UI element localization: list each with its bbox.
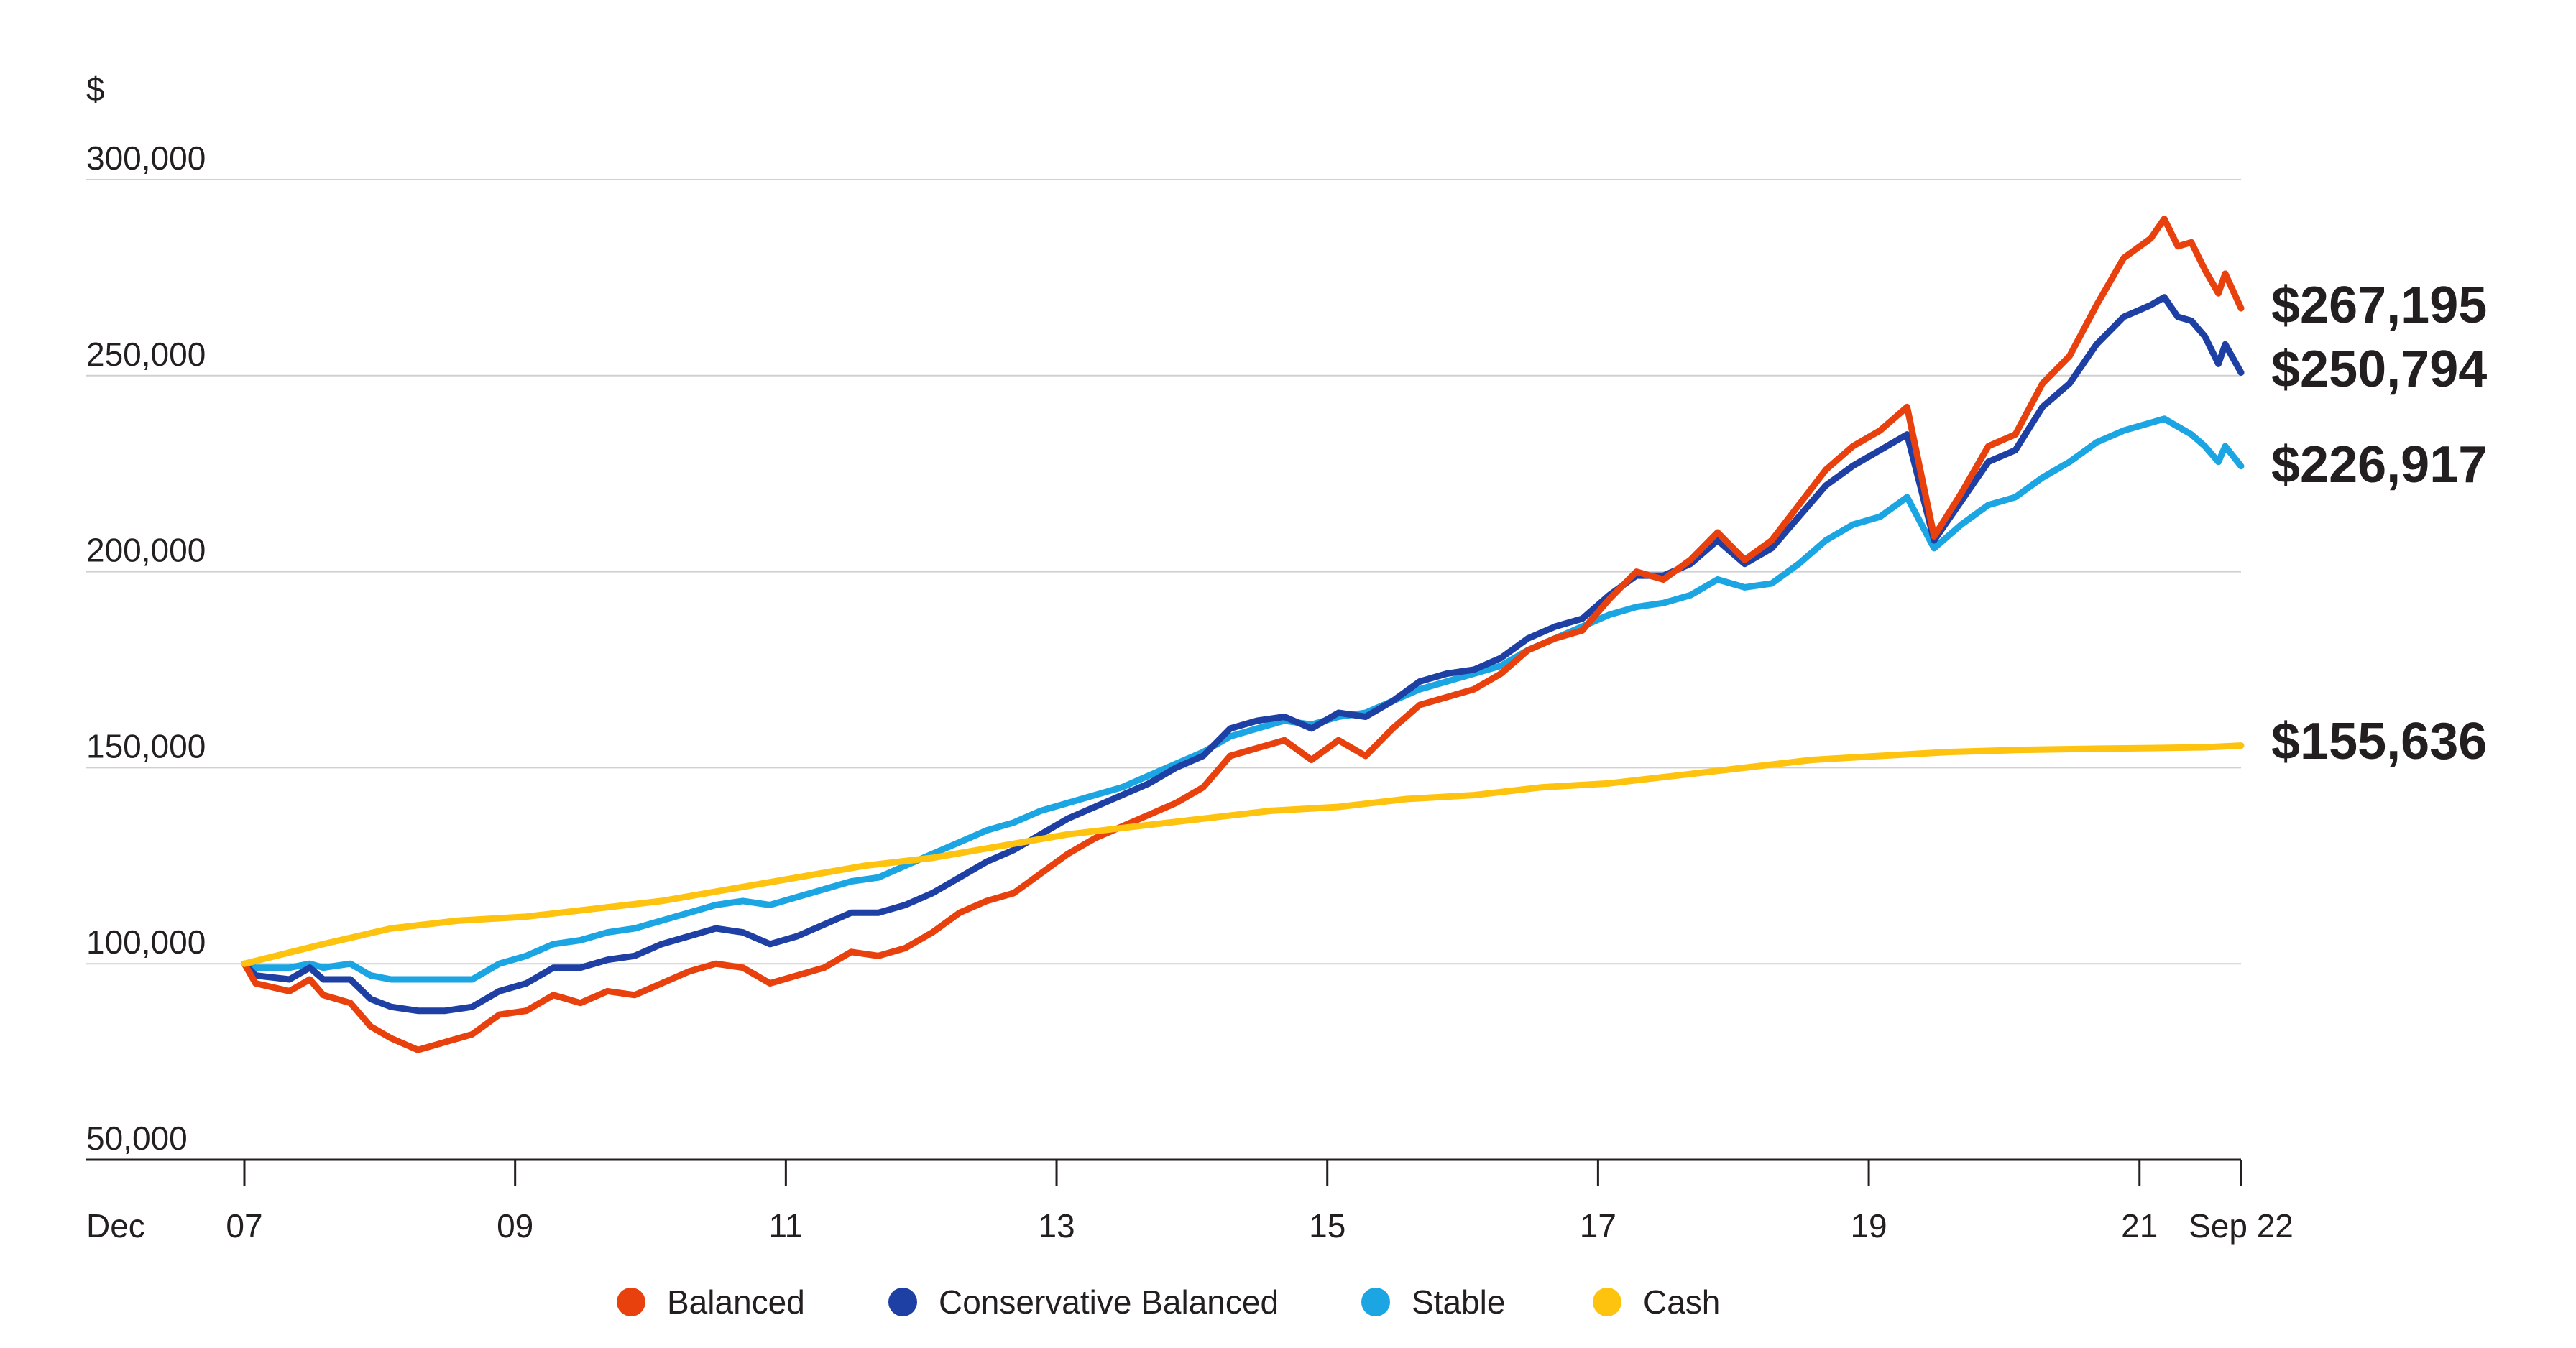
x-tick-label: 09 [497, 1207, 533, 1245]
legend-label: Balanced [667, 1283, 805, 1321]
x-tick-label: 19 [1850, 1207, 1887, 1245]
y-tick-label: 200,000 [86, 532, 206, 569]
x-tick-label: 07 [226, 1207, 262, 1245]
x-tick-label: 15 [1309, 1207, 1346, 1245]
y-axis-unit-label: $ [86, 70, 105, 108]
x-tick-label: 17 [1580, 1207, 1616, 1245]
legend-label: Conservative Balanced [939, 1283, 1279, 1321]
x-axis-ticks: 07 09 11 13 15 17 19 21 Sep 22 [226, 1160, 2294, 1245]
y-axis-tick-labels: 300,000 250,000 200,000 150,000 100,000 50,00… [86, 139, 206, 1157]
legend-swatch [1361, 1288, 1390, 1316]
end-label-stable: $226,917 [2271, 436, 2487, 494]
end-label-conservative-balanced: $250,794 [2271, 341, 2487, 398]
x-tick-label: 21 [2121, 1207, 2158, 1245]
y-tick-label: 250,000 [86, 336, 206, 373]
legend: Balanced Conservative Balanced Stable Cash [617, 1283, 1720, 1321]
x-axis-prefix-label: Dec [86, 1207, 145, 1245]
series-line-cash [241, 742, 2245, 967]
x-tick-label: 11 [768, 1207, 803, 1245]
series-line-balanced [241, 216, 2245, 1053]
y-tick-label: 150,000 [86, 727, 206, 765]
series-lines [241, 216, 2245, 1053]
x-tick-label: Sep 22 [2189, 1207, 2294, 1245]
x-tick-label: 13 [1038, 1207, 1075, 1245]
y-tick-label: 300,000 [86, 139, 206, 177]
series-line-conservative-balanced [241, 294, 2245, 1015]
y-tick-label: 100,000 [86, 923, 206, 961]
y-tick-label: 50,000 [86, 1120, 188, 1157]
legend-swatch [617, 1288, 645, 1316]
series-line-stable [241, 415, 2245, 983]
end-value-labels: $267,195 $250,794 $226,917 $155,636 [2271, 277, 2487, 770]
legend-swatch [1593, 1288, 1622, 1316]
grid-lines [86, 179, 2241, 965]
legend-label: Stable [1412, 1283, 1505, 1321]
legend-swatch [888, 1288, 917, 1316]
end-label-cash: $155,636 [2271, 713, 2487, 770]
end-label-balanced: $267,195 [2271, 277, 2487, 334]
legend-label: Cash [1643, 1283, 1720, 1321]
